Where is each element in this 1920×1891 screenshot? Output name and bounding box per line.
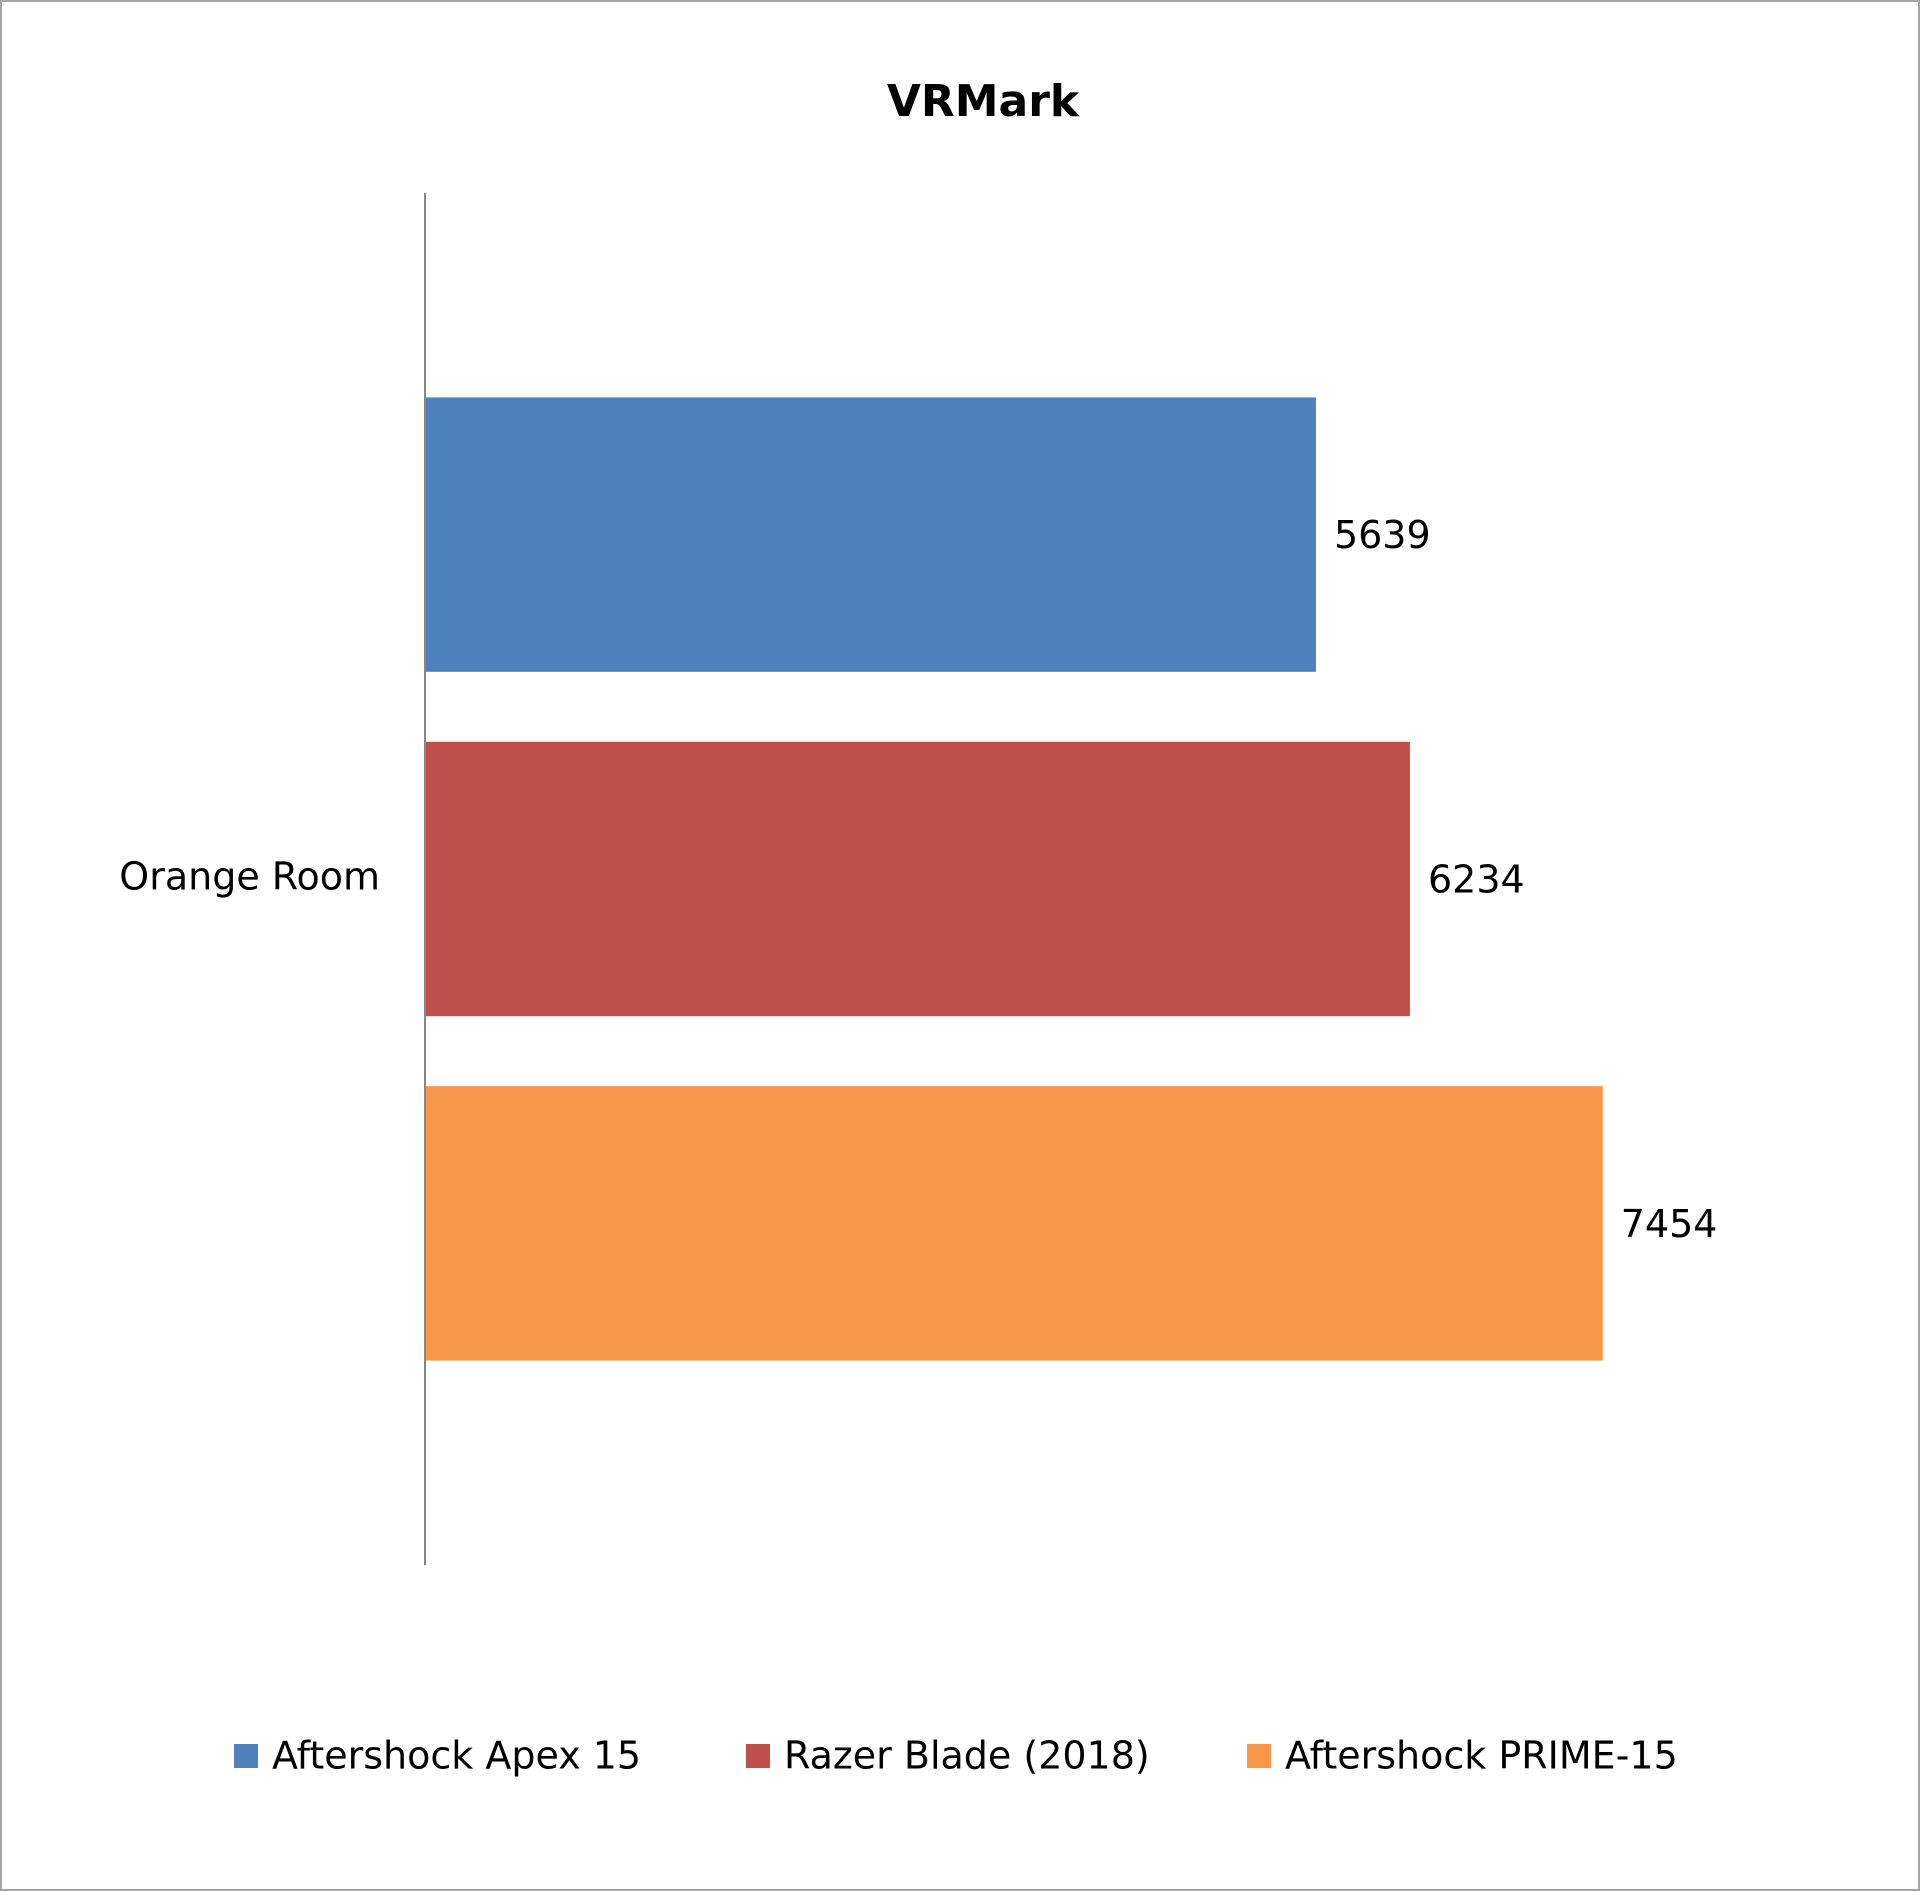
data-label: 5639 (1334, 513, 1431, 557)
data-label: 7454 (1621, 1202, 1718, 1246)
y-tick-label: Orange Room (119, 855, 380, 899)
legend-label: Aftershock PRIME-15 (1285, 1734, 1678, 1778)
bar (425, 397, 1316, 672)
bar (425, 1086, 1603, 1361)
legend-label: Aftershock Apex 15 (272, 1734, 641, 1778)
legend-swatch (1247, 1744, 1271, 1768)
legend-swatch (746, 1744, 770, 1768)
chart-title: VRMark (887, 76, 1081, 127)
bar (425, 741, 1410, 1017)
legend-swatch (234, 1744, 258, 1768)
data-label: 6234 (1428, 858, 1525, 902)
legend-label: Razer Blade (2018) (784, 1734, 1150, 1778)
